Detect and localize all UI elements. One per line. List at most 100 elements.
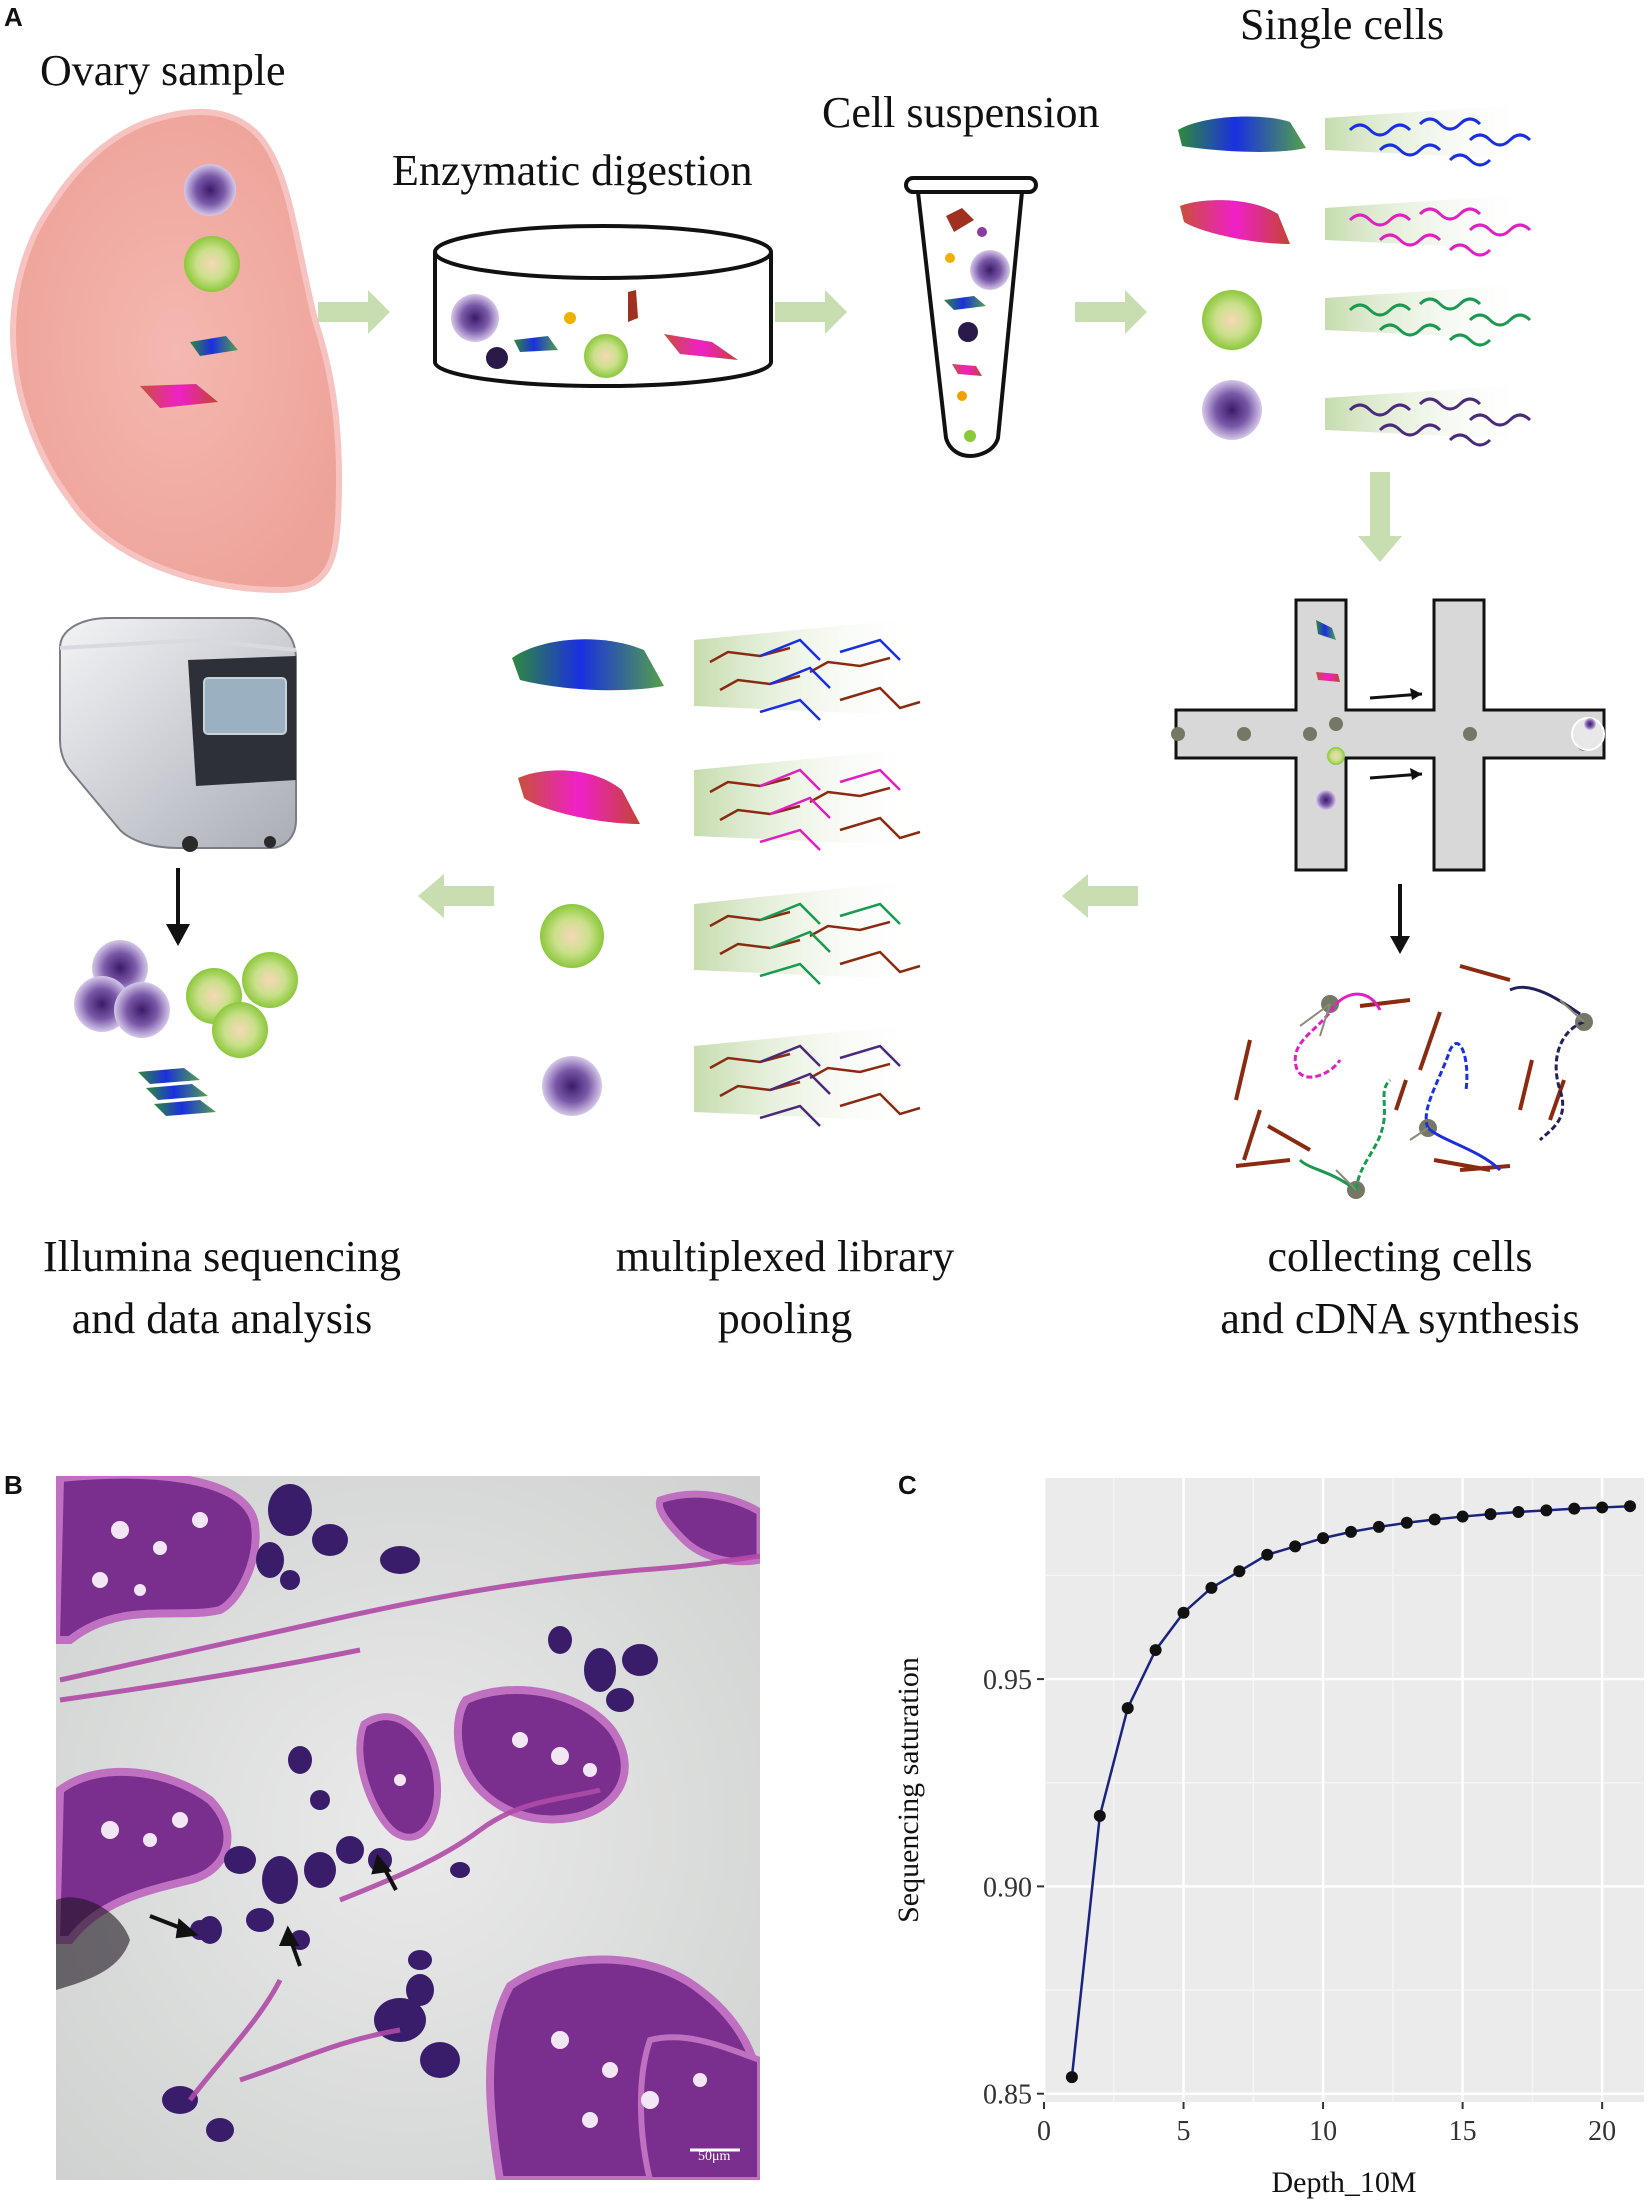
- ovary-green-cell: [184, 236, 240, 292]
- data-point: [1149, 1644, 1162, 1657]
- y-axis-title: Sequencing saturation: [892, 1657, 925, 1923]
- x-axis-title: Depth_10M: [1272, 2166, 1417, 2199]
- saturation-series: [1065, 1500, 1637, 2084]
- single-blue-cell: [1178, 116, 1306, 152]
- library-pooling-illustration: [512, 618, 921, 1127]
- pool-purple-library: [709, 1044, 921, 1127]
- collecting-cells-label: collecting cells and cDNA synthesis: [1190, 1226, 1610, 1350]
- chip-collected-droplet: [1571, 717, 1605, 751]
- x-tick-label: 10: [1309, 2116, 1337, 2147]
- flow-arrow-to-pooling: [1062, 874, 1138, 918]
- illumina-sequencing-label: Illumina sequencing and data analysis: [2, 1226, 442, 1350]
- arrow-to-results: [166, 868, 190, 946]
- microfluidic-chip: [1171, 598, 1606, 872]
- tube-orange-dot: [957, 391, 967, 401]
- single-purple-cell: [1202, 380, 1262, 440]
- chip-purple-cell: [1316, 790, 1336, 810]
- data-point: [1512, 1505, 1525, 1518]
- dish-magenta-cell: [664, 334, 738, 360]
- single-green-cell: [1202, 290, 1262, 350]
- data-point: [1065, 2071, 1078, 2084]
- chart-plot-area: [1044, 1478, 1644, 2102]
- petri-dish-illustration: [433, 224, 773, 388]
- data-point: [1177, 1606, 1190, 1619]
- flow-arrow-3: [1075, 290, 1147, 334]
- saturation-chart: 0 5 10 15 20 0.85 0.90 0.95 Depth_10M Sequenci…: [892, 1478, 1644, 2199]
- y-tick-label: 0.85: [983, 2080, 1032, 2111]
- cdna-synthesis-illustration: [1234, 964, 1593, 1199]
- ovary-magenta-cell: [140, 384, 218, 408]
- histology-image: 50μm: [56, 1476, 760, 2180]
- library-pooling-label: multiplexed library pooling: [570, 1226, 1000, 1350]
- flow-arrow-to-sequencing: [418, 874, 494, 918]
- y-tick-label: 0.90: [983, 1872, 1032, 1903]
- data-point: [1456, 1510, 1469, 1523]
- sequencer-machine: [59, 617, 297, 852]
- single-cells-label: Single cells: [1240, 0, 1445, 49]
- x-axis-ticks: 0 5 10 15 20: [1037, 2102, 1616, 2147]
- data-point: [1093, 1809, 1106, 1822]
- dish-blue-cell: [514, 336, 558, 352]
- clustered-cells-illustration: [74, 940, 298, 1116]
- histology-arrows: [149, 1853, 398, 1967]
- flow-arrow-down: [1358, 472, 1402, 562]
- pool-purple-cell: [542, 1056, 602, 1116]
- data-point: [1372, 1520, 1385, 1533]
- tube-purple-dot: [977, 227, 987, 237]
- chip-green-cell: [1327, 747, 1345, 765]
- sequencing-line-2: and data analysis: [71, 1294, 373, 1343]
- pool-magenta-cell: [518, 770, 640, 824]
- pooling-line-2: pooling: [717, 1294, 853, 1343]
- data-point: [1624, 1500, 1637, 1513]
- panel-letter-b: B: [4, 1470, 23, 1500]
- data-point: [1261, 1548, 1274, 1561]
- ovary-purple-cell: [184, 164, 236, 216]
- tube-blue-cell: [944, 296, 986, 310]
- pool-blue-cell: [512, 639, 664, 691]
- purple-transcripts: [1348, 397, 1532, 447]
- y-axis-ticks: 0.85 0.90 0.95: [983, 1665, 1044, 2111]
- panel-letter-a: A: [4, 2, 23, 32]
- data-point: [1205, 1581, 1218, 1594]
- x-tick-label: 0: [1037, 2116, 1051, 2147]
- tube-dark-cell: [958, 322, 978, 342]
- chip-blue-cell: [1316, 620, 1336, 640]
- data-point: [1596, 1501, 1609, 1514]
- flow-arrow-2: [775, 290, 847, 334]
- pool-magenta-library: [709, 768, 921, 851]
- tube-purple-cell: [970, 250, 1010, 290]
- chart-grid: [1042, 1478, 1644, 2102]
- collecting-line-1: collecting cells: [1267, 1232, 1533, 1281]
- dish-green-cell: [584, 334, 628, 378]
- data-point: [1317, 1532, 1330, 1545]
- sequencing-line-1: Illumina sequencing: [42, 1232, 401, 1281]
- data-point: [1289, 1540, 1302, 1553]
- pooling-line-1: multiplexed library: [615, 1232, 955, 1281]
- dish-yellow-dot: [564, 312, 576, 324]
- chip-magenta-cell: [1316, 672, 1340, 682]
- panel-letter-c: C: [898, 1470, 917, 1500]
- x-tick-label: 15: [1449, 2116, 1477, 2147]
- x-tick-label: 20: [1588, 2116, 1616, 2147]
- dish-dark-cell: [486, 347, 508, 369]
- magenta-transcripts: [1348, 207, 1532, 257]
- ovary-blue-cell: [190, 336, 238, 356]
- data-point: [1484, 1508, 1497, 1521]
- tube-yellow-dot: [945, 253, 955, 263]
- data-point: [1400, 1516, 1413, 1529]
- green-transcripts: [1348, 297, 1532, 347]
- data-point: [1568, 1502, 1581, 1515]
- tube-magenta-cell: [952, 364, 982, 376]
- collecting-line-2: and cDNA synthesis: [1220, 1294, 1580, 1343]
- cell-suspension-label: Cell suspension: [822, 88, 1100, 137]
- pool-green-library: [709, 902, 921, 985]
- dish-purple-cell: [451, 294, 499, 342]
- single-magenta-cell: [1180, 200, 1290, 244]
- y-tick-label: 0.95: [983, 1665, 1032, 1696]
- scale-bar-label: 50μm: [698, 2149, 731, 2164]
- data-point: [1121, 1702, 1134, 1715]
- data-point: [1233, 1565, 1246, 1578]
- pool-green-cell: [540, 904, 604, 968]
- flow-arrow-1: [318, 290, 390, 334]
